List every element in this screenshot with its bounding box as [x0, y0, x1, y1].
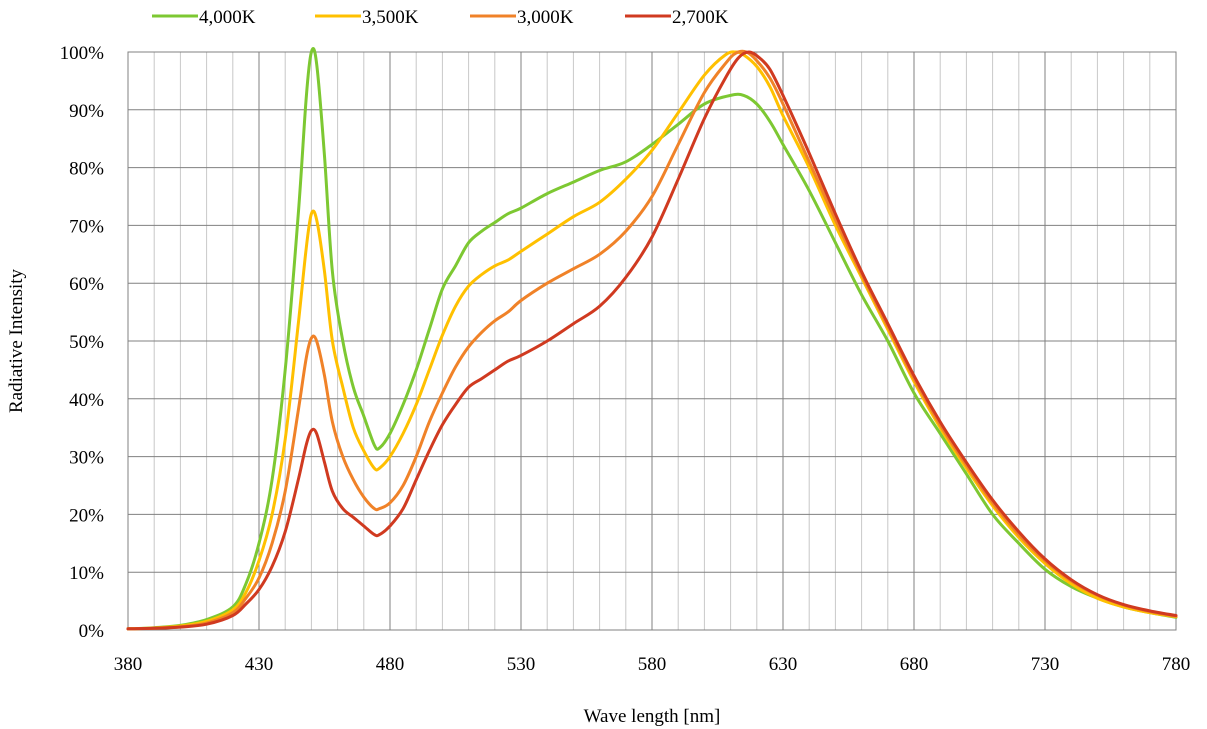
y-tick-label: 40% [69, 390, 104, 411]
x-tick-label: 430 [245, 654, 274, 675]
series-layer [126, 47, 1178, 631]
y-tick-label: 60% [69, 274, 104, 295]
y-tick-label: 0% [79, 621, 105, 642]
x-tick-label: 380 [114, 654, 143, 675]
x-tick-label: 730 [1031, 654, 1060, 675]
y-tick-label: 80% [69, 159, 104, 180]
x-tick-label: 780 [1162, 654, 1191, 675]
y-tick-label: 70% [69, 216, 104, 237]
plot-area-frame [127, 51, 1177, 631]
y-axis-title: Radiative Intensity [6, 268, 27, 413]
series-line-2700K [126, 50, 1178, 631]
x-tick-label: 530 [507, 654, 536, 675]
x-tick-label: 630 [769, 654, 798, 675]
x-axis-title: Wave length [nm] [584, 706, 721, 727]
y-axis-tick-labels: 0% 10% 20% 30% 40% 50% 60% 70% 80% 90% 100% [60, 43, 105, 642]
legend: 4,000K 3,500K 3,000K 2,700K [152, 7, 729, 28]
legend-label: 3,000K [517, 7, 574, 28]
y-tick-label: 100% [60, 43, 105, 64]
x-tick-label: 680 [900, 654, 929, 675]
y-tick-label: 50% [69, 332, 104, 353]
x-axis-tick-labels: 380 430 480 530 580 630 680 730 780 [114, 654, 1191, 675]
legend-label: 3,500K [362, 7, 419, 28]
y-tick-label: 20% [69, 505, 104, 526]
legend-label: 4,000K [199, 7, 256, 28]
legend-label: 2,700K [672, 7, 729, 28]
y-tick-label: 30% [69, 448, 104, 469]
y-tick-label: 90% [69, 101, 104, 122]
x-tick-label: 480 [376, 654, 405, 675]
y-tick-label: 10% [69, 563, 104, 584]
x-tick-label: 580 [638, 654, 667, 675]
series-line-4000K [126, 47, 1178, 631]
